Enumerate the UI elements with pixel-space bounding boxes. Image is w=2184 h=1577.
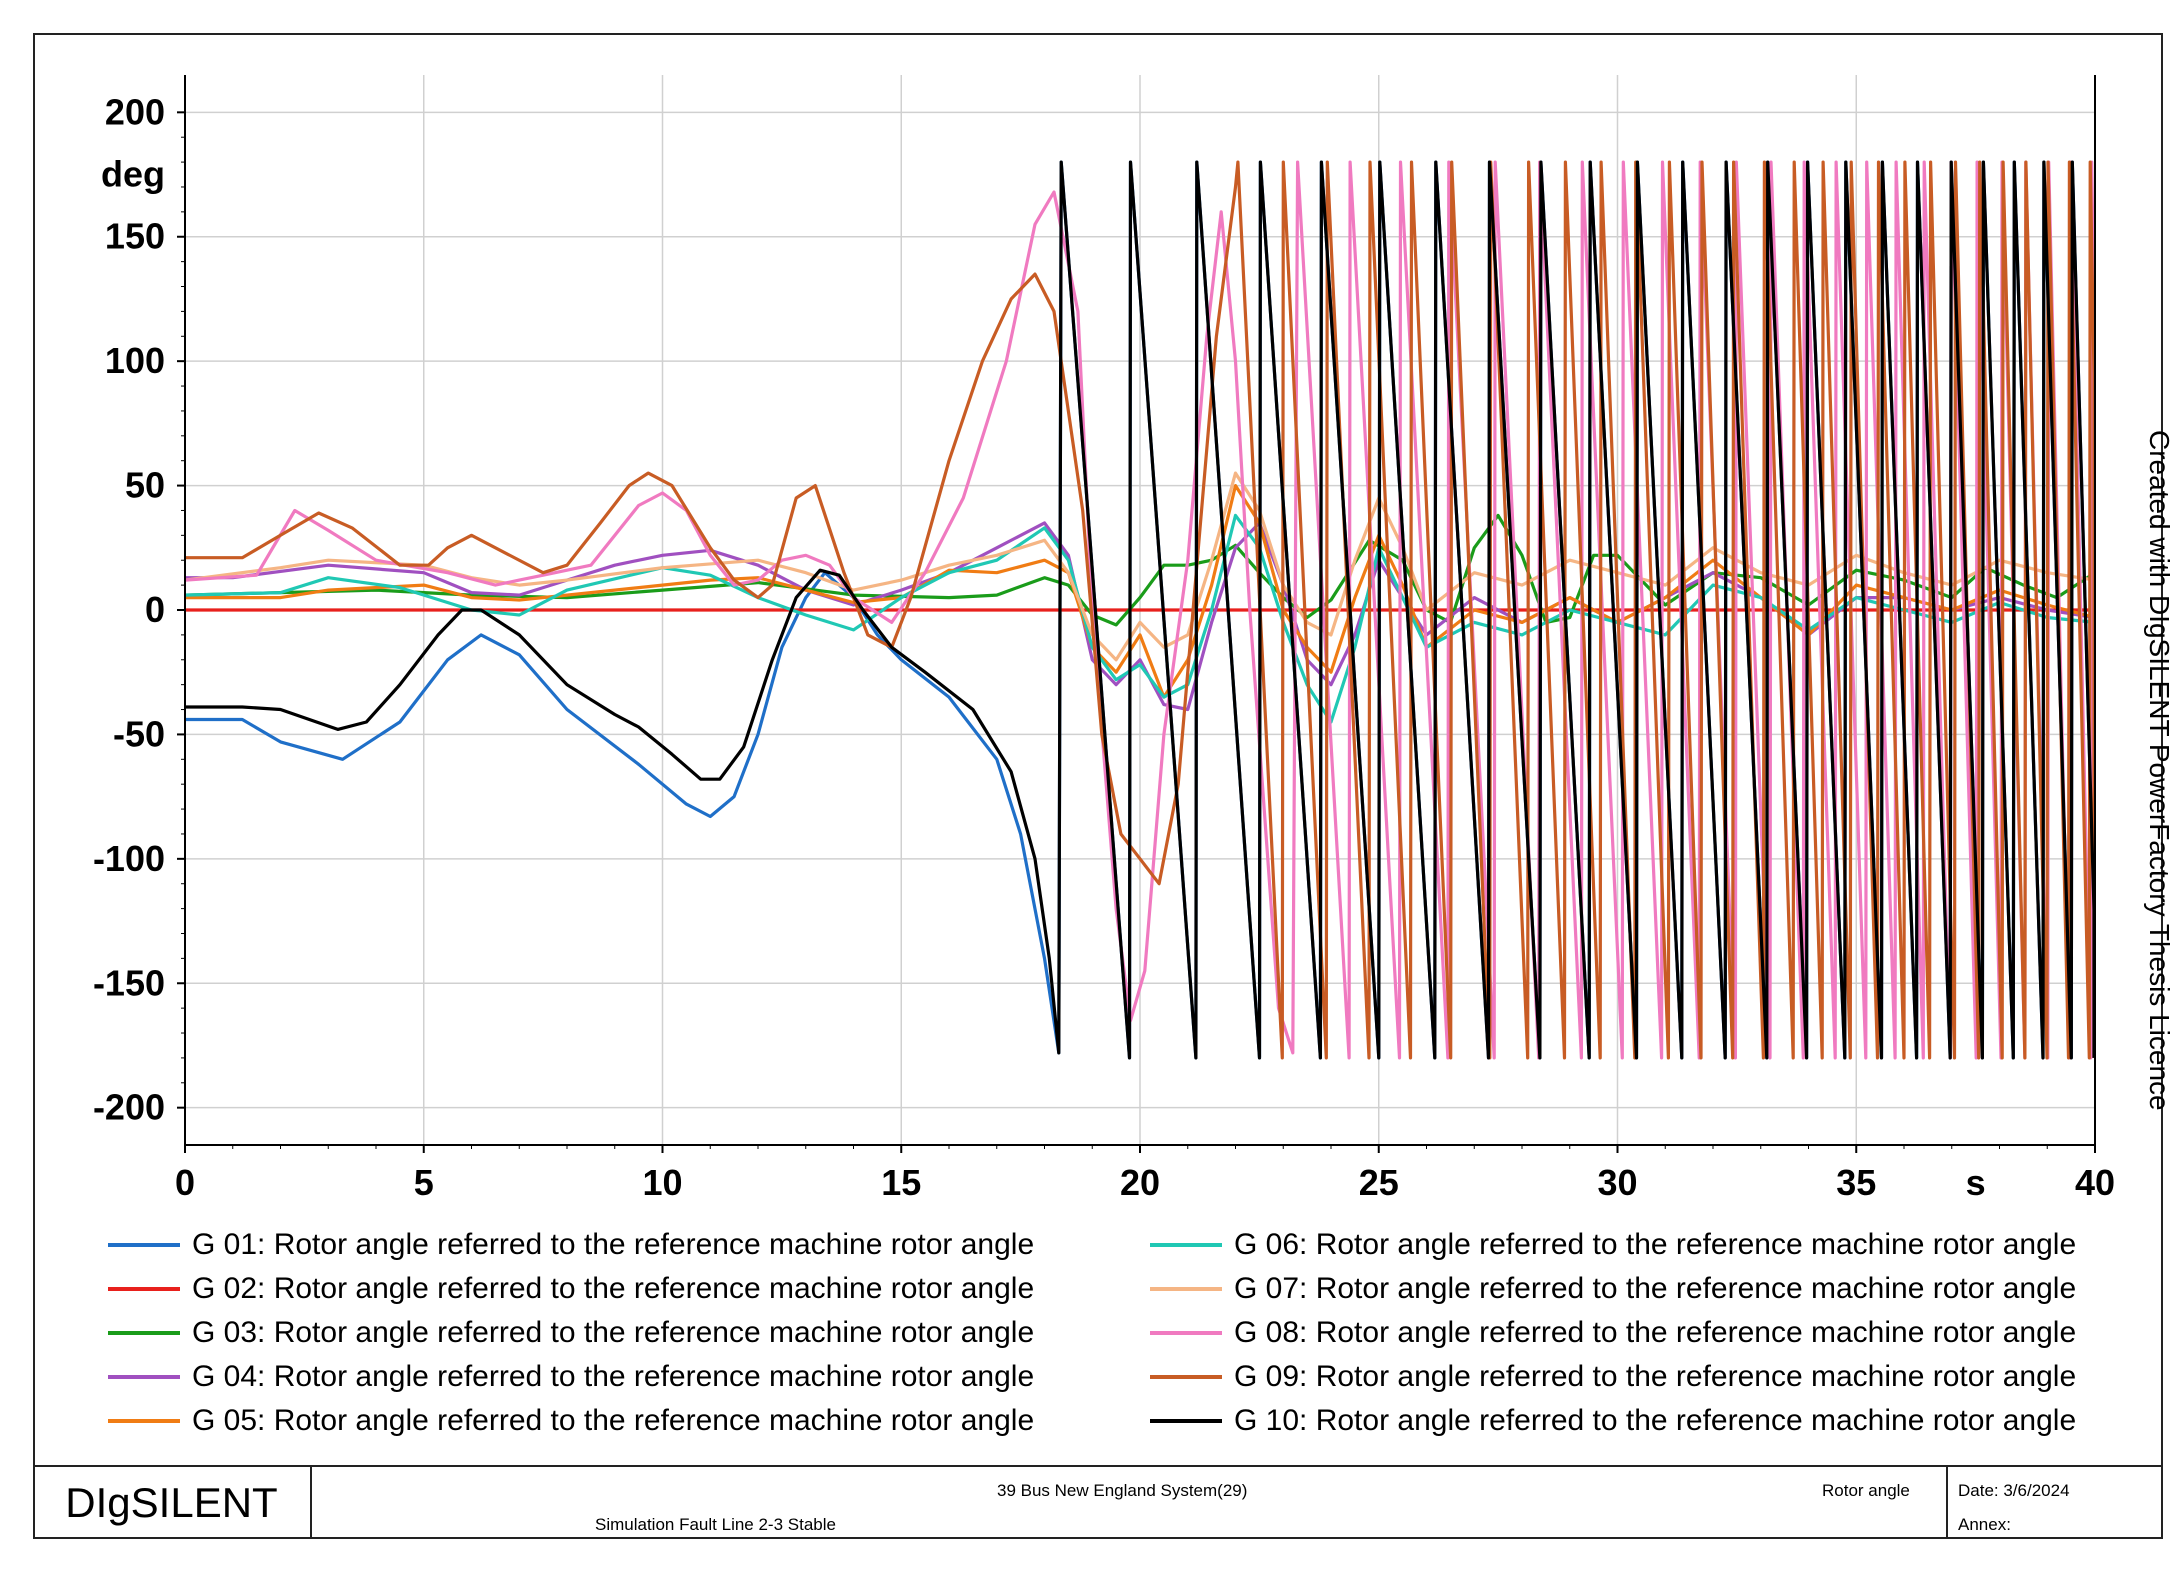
project-name: 39 Bus New England System(29) bbox=[997, 1481, 1248, 1500]
plot-area: 200 150 100 50 0 -50 -100 -150 -200 deg 0 5 10 15 20 25… bbox=[93, 75, 2115, 1203]
legend-label: G 03: Rotor angle referred to the refere… bbox=[192, 1316, 1035, 1349]
y-tick-label: -200 bbox=[93, 1087, 165, 1128]
legend-label: G 10: Rotor angle referred to the refere… bbox=[1234, 1404, 2077, 1437]
series-layer bbox=[184, 160, 2096, 1060]
y-axis-label: deg bbox=[101, 154, 165, 195]
legend-entry: G 02: Rotor angle referred to the refere… bbox=[108, 1269, 1034, 1309]
series-line-g09 bbox=[185, 160, 2096, 1060]
legend-entry: G 09: Rotor angle referred to the refere… bbox=[1150, 1357, 2076, 1397]
x-axis-label: s bbox=[1966, 1162, 1986, 1203]
legend-entry: G 10: Rotor angle referred to the refere… bbox=[1150, 1401, 2076, 1441]
x-tick-label: 15 bbox=[881, 1162, 921, 1203]
legend-swatch bbox=[108, 1419, 180, 1423]
x-tick-label: 20 bbox=[1120, 1162, 1160, 1203]
legend-swatch bbox=[1150, 1375, 1222, 1379]
x-tick-label: 40 bbox=[2075, 1162, 2115, 1203]
legend-label: G 04: Rotor angle referred to the refere… bbox=[192, 1360, 1035, 1393]
license-note: Created with DIgSILENT PowerFactory Thes… bbox=[2144, 430, 2175, 1111]
page-frame bbox=[33, 33, 2163, 1539]
study-case: Simulation Fault Line 2-3 Stable bbox=[595, 1515, 836, 1534]
y-tick-label: 50 bbox=[125, 465, 165, 506]
diagram-name: Rotor angle bbox=[1822, 1481, 1910, 1500]
axis-layer: 200 150 100 50 0 -50 -100 -150 -200 deg 0 5 10 15 20 25… bbox=[93, 75, 2115, 1203]
legend-swatch bbox=[108, 1287, 180, 1291]
legend: G 01: Rotor angle referred to the refere… bbox=[100, 1225, 2160, 1455]
title-block-main: 39 Bus New England System(29) Simulation… bbox=[312, 1467, 1948, 1539]
y-tick-label: 200 bbox=[105, 91, 165, 132]
legend-entry: G 03: Rotor angle referred to the refere… bbox=[108, 1313, 1034, 1353]
y-tick-label: 0 bbox=[145, 589, 165, 630]
legend-swatch bbox=[1150, 1331, 1222, 1335]
legend-entry: G 07: Rotor angle referred to the refere… bbox=[1150, 1269, 2076, 1309]
legend-label: G 02: Rotor angle referred to the refere… bbox=[192, 1272, 1035, 1305]
date-label: Date: 3/6/2024 bbox=[1958, 1481, 2070, 1500]
legend-swatch bbox=[108, 1331, 180, 1335]
y-tick-label: 100 bbox=[105, 340, 165, 381]
legend-entry: G 06: Rotor angle referred to the refere… bbox=[1150, 1225, 2076, 1265]
legend-swatch bbox=[1150, 1419, 1222, 1423]
company-name: DIgSILENT bbox=[33, 1467, 312, 1539]
legend-label: G 09: Rotor angle referred to the refere… bbox=[1234, 1360, 2077, 1393]
title-block-right: Date: 3/6/2024 Annex: bbox=[1948, 1467, 2163, 1539]
legend-entry: G 05: Rotor angle referred to the refere… bbox=[108, 1401, 1034, 1441]
x-tick-label: 35 bbox=[1836, 1162, 1876, 1203]
legend-label: G 08: Rotor angle referred to the refere… bbox=[1234, 1316, 2077, 1349]
legend-label: G 01: Rotor angle referred to the refere… bbox=[192, 1228, 1035, 1261]
y-tick-label: -100 bbox=[93, 838, 165, 879]
x-tick-label: 30 bbox=[1597, 1162, 1637, 1203]
legend-swatch bbox=[108, 1375, 180, 1379]
annex-label: Annex: bbox=[1958, 1515, 2011, 1534]
legend-entry: G 08: Rotor angle referred to the refere… bbox=[1150, 1313, 2076, 1353]
y-tick-label: 150 bbox=[105, 216, 165, 257]
y-tick-label: -50 bbox=[113, 713, 165, 754]
legend-label: G 06: Rotor angle referred to the refere… bbox=[1234, 1228, 2077, 1261]
legend-swatch bbox=[1150, 1287, 1222, 1291]
x-tick-label: 0 bbox=[175, 1162, 195, 1203]
legend-entry: G 04: Rotor angle referred to the refere… bbox=[108, 1357, 1034, 1397]
legend-label: G 07: Rotor angle referred to the refere… bbox=[1234, 1272, 2077, 1305]
legend-entry: G 01: Rotor angle referred to the refere… bbox=[108, 1225, 1034, 1265]
x-tick-label: 5 bbox=[414, 1162, 434, 1203]
x-tick-label: 10 bbox=[642, 1162, 682, 1203]
y-tick-label: -150 bbox=[93, 962, 165, 1003]
x-tick-label: 25 bbox=[1359, 1162, 1399, 1203]
legend-swatch bbox=[1150, 1243, 1222, 1247]
legend-swatch bbox=[108, 1243, 180, 1247]
title-block: DIgSILENT 39 Bus New England System(29) … bbox=[33, 1465, 2163, 1539]
series-line-g10 bbox=[185, 160, 2096, 1060]
series-line-g04 bbox=[185, 521, 2096, 712]
legend-label: G 05: Rotor angle referred to the refere… bbox=[192, 1404, 1035, 1437]
